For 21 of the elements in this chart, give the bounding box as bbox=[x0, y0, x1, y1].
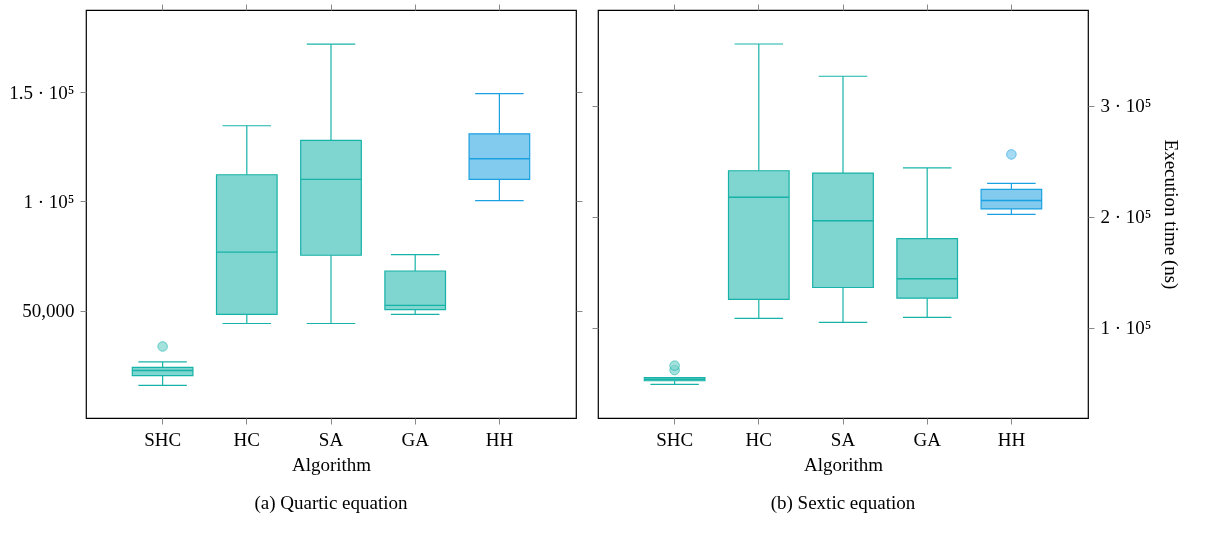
x-tick-label: SA bbox=[318, 428, 344, 450]
y2-tick-label: 1 · 10⁵ bbox=[1100, 317, 1152, 339]
y2-tick-label: 3 · 10⁵ bbox=[1100, 95, 1152, 117]
x-tick-label: HH bbox=[485, 428, 514, 450]
x-tick-label: SHC bbox=[656, 428, 694, 450]
x-axis-title: Algorithm bbox=[291, 453, 372, 475]
text: (b) Sextic equation bbox=[770, 492, 916, 514]
x-tick-label: GA bbox=[401, 428, 430, 450]
x-tick-label: GA bbox=[913, 428, 942, 450]
text: (a) Quartic equation bbox=[254, 492, 408, 514]
x-tick-label: HH bbox=[997, 428, 1026, 450]
x-tick-label: SHC bbox=[144, 428, 182, 450]
y-tick-label: 1.5 · 10⁵ bbox=[9, 81, 75, 103]
y2-axis-title: Execution time (ns) bbox=[1160, 139, 1183, 290]
x-tick-label: SA bbox=[830, 428, 856, 450]
y2-tick-label: 2 · 10⁵ bbox=[1100, 206, 1152, 228]
x-axis-title: Algorithm bbox=[803, 453, 884, 475]
y-tick-label: 50,000 bbox=[22, 300, 75, 322]
y-tick-label: 1 · 10⁵ bbox=[23, 190, 75, 212]
x-tick-label: HC bbox=[745, 428, 773, 450]
x-tick-label: HC bbox=[233, 428, 261, 450]
